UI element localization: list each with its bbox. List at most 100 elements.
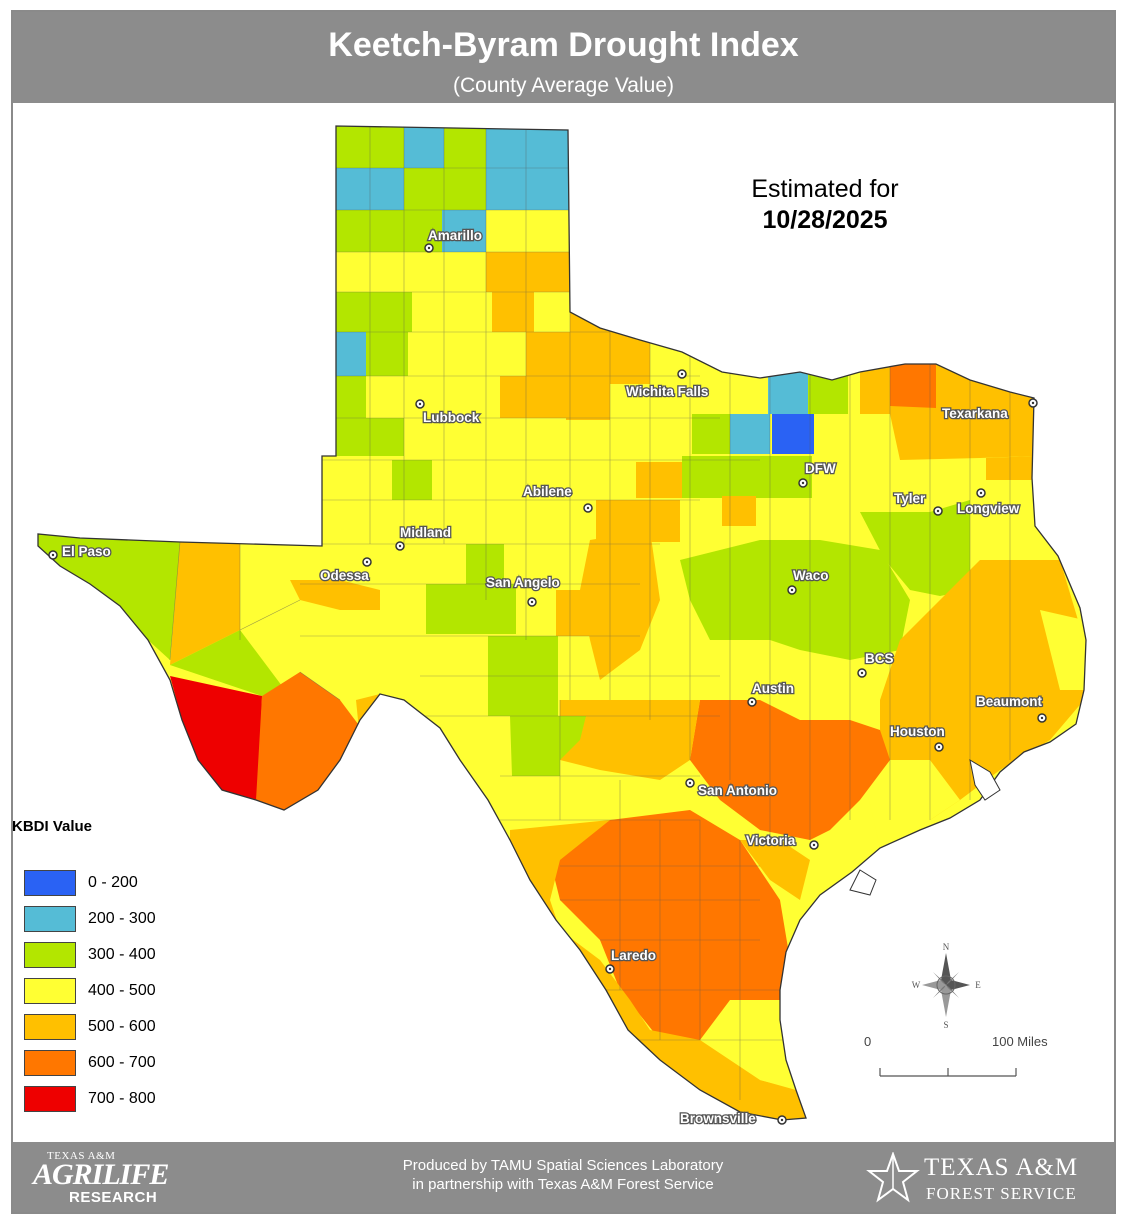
- city-label-brownsville: Brownsville: [680, 1111, 756, 1126]
- star-icon: [866, 1152, 920, 1203]
- region-panhandle-blue-2: [486, 126, 570, 168]
- region-ntx-green-3: [682, 456, 812, 498]
- legend-item: 500 - 600: [24, 1014, 204, 1040]
- scale-label-left: 0: [864, 1034, 872, 1049]
- page-subtitle: (County Average Value): [452, 74, 675, 97]
- region-panhandle-green-6: [366, 332, 408, 376]
- legend-item: 200 - 300: [24, 906, 204, 932]
- forest-service-logo-line2: FOREST SERVICE: [926, 1184, 1077, 1203]
- city-label-wichita-falls: Wichita Falls: [626, 384, 708, 399]
- city-dfw: DFW: [798, 460, 837, 488]
- galveston-bay: [969, 758, 1001, 801]
- city-amarillo: Amarillo: [424, 227, 483, 253]
- city-label-beaumont: Beaumont: [976, 694, 1043, 709]
- city-label-houston: Houston: [890, 724, 945, 739]
- city-victoria: Victoria: [745, 832, 819, 850]
- region-concho-green-2: [426, 584, 516, 634]
- city-label-san-angelo: San Angelo: [486, 575, 560, 590]
- region-rolling-orange-5: [566, 384, 610, 420]
- agrilife-logo-line1: TEXAS A&M: [47, 1150, 116, 1162]
- region-panhandle-blue-6: [336, 332, 366, 376]
- legend-swatch: [24, 978, 76, 1004]
- legend-title: KBDI Value: [12, 818, 93, 835]
- estimate-date: 10/28/2025: [762, 206, 888, 234]
- region-ntx-orange-3: [722, 496, 756, 526]
- region-netx-darkorange-1: [890, 364, 936, 408]
- legend-swatch: [24, 870, 76, 896]
- region-stx-darkorange-1: [550, 810, 790, 1040]
- region-coastal-bend-orange: [740, 840, 810, 900]
- city-label-waco: Waco: [793, 568, 829, 583]
- region-ntx-orange-1: [636, 462, 682, 498]
- city-label-longview: Longview: [957, 501, 1020, 516]
- city-el-paso: El Paso: [48, 543, 112, 560]
- credit-line1: Produced by TAMU Spatial Sciences Labora…: [402, 1157, 724, 1174]
- legend-item: 400 - 500: [24, 978, 204, 1004]
- region-etx-green-1: [860, 500, 970, 596]
- city-label-lubbock: Lubbock: [423, 410, 480, 425]
- legend-label: 600 - 700: [88, 1054, 156, 1071]
- estimate-box: Estimated for 10/28/2025: [705, 175, 945, 235]
- region-panhandle-orange-2: [492, 292, 534, 332]
- compass-n: N: [943, 942, 950, 952]
- region-panhandle-green-2: [444, 126, 486, 168]
- city-label-amarillo: Amarillo: [428, 228, 482, 243]
- region-southplains-green-1: [336, 376, 366, 456]
- region-bigbend-darkorange: [256, 672, 370, 810]
- region-hill-orange-1: [556, 590, 600, 636]
- region-southplains-green-2: [366, 418, 404, 456]
- credit-line2: in partnership with Texas A&M Forest Ser…: [412, 1176, 714, 1193]
- region-central-green-1: [680, 540, 910, 660]
- legend-label: 300 - 400: [88, 946, 156, 963]
- forest-service-logo-line1: TEXAS A&M: [924, 1154, 1079, 1181]
- region-panhandle-blue-1: [404, 126, 444, 168]
- city-houston: Houston: [889, 723, 946, 752]
- region-panhandle-green-3: [404, 168, 486, 210]
- region-central-orange-1: [580, 530, 660, 680]
- city-lubbock: Lubbock: [415, 399, 481, 426]
- legend-item: 0 - 200: [24, 870, 204, 896]
- region-panhandle-blue-4: [486, 168, 570, 210]
- footer-bar: TEXAS A&M AGRILIFE RESEARCH Produced by …: [13, 1142, 1114, 1212]
- city-label-midland: Midland: [400, 525, 451, 540]
- city-label-texarkana: Texarkana: [942, 406, 1008, 421]
- county-boundaries: [169, 126, 1011, 1100]
- agrilife-logo-line3: RESEARCH: [69, 1189, 158, 1206]
- legend-item: 600 - 700: [24, 1050, 204, 1076]
- city-wichita-falls: Wichita Falls: [625, 369, 710, 400]
- legend-label: 200 - 300: [88, 910, 156, 927]
- city-tyler: Tyler: [893, 490, 943, 516]
- city-bcs: BCS: [857, 650, 895, 678]
- header-bar: Keetch-Byram Drought Index (County Avera…: [13, 12, 1114, 103]
- city-austin: Austin: [747, 680, 795, 707]
- legend-item: 700 - 800: [24, 1086, 204, 1112]
- region-panhandle-green-5: [336, 292, 412, 332]
- city-label-laredo: Laredo: [611, 948, 656, 963]
- region-permian-green-1: [392, 460, 432, 500]
- region-ntx-darkblue-1: [772, 414, 814, 454]
- agrilife-logo-line2: AGRILIFE: [33, 1158, 169, 1191]
- region-central-orange-2: [560, 700, 700, 780]
- region-stx-orange-1: [510, 820, 806, 1120]
- city-markers: Amarillo Lubbock Wichita Falls Texarkana…: [48, 227, 1047, 1127]
- city-laredo: Laredo: [605, 947, 657, 974]
- legend-label: 500 - 600: [88, 1018, 156, 1035]
- page-title: Keetch-Byram Drought Index: [328, 26, 799, 64]
- city-beaumont: Beaumont: [975, 693, 1047, 723]
- city-label-abilene: Abilene: [523, 484, 572, 499]
- compass-e: E: [975, 980, 981, 990]
- city-label-odessa: Odessa: [320, 568, 369, 583]
- legend-swatch: [24, 1086, 76, 1112]
- legend-swatch: [24, 1050, 76, 1076]
- compass-w: W: [912, 980, 921, 990]
- region-ntx-green-2: [692, 414, 730, 454]
- compass-s: S: [943, 1020, 948, 1030]
- city-odessa: Odessa: [319, 557, 372, 584]
- legend-swatch: [24, 942, 76, 968]
- city-label-el-paso: El Paso: [62, 544, 111, 559]
- legend-swatch: [24, 906, 76, 932]
- region-panhandle-orange-1: [486, 252, 570, 292]
- region-coast-yellow-1: [860, 760, 960, 848]
- legend: KBDI Value 0 - 200 200 - 300 300 - 400 400 …: [12, 818, 212, 1112]
